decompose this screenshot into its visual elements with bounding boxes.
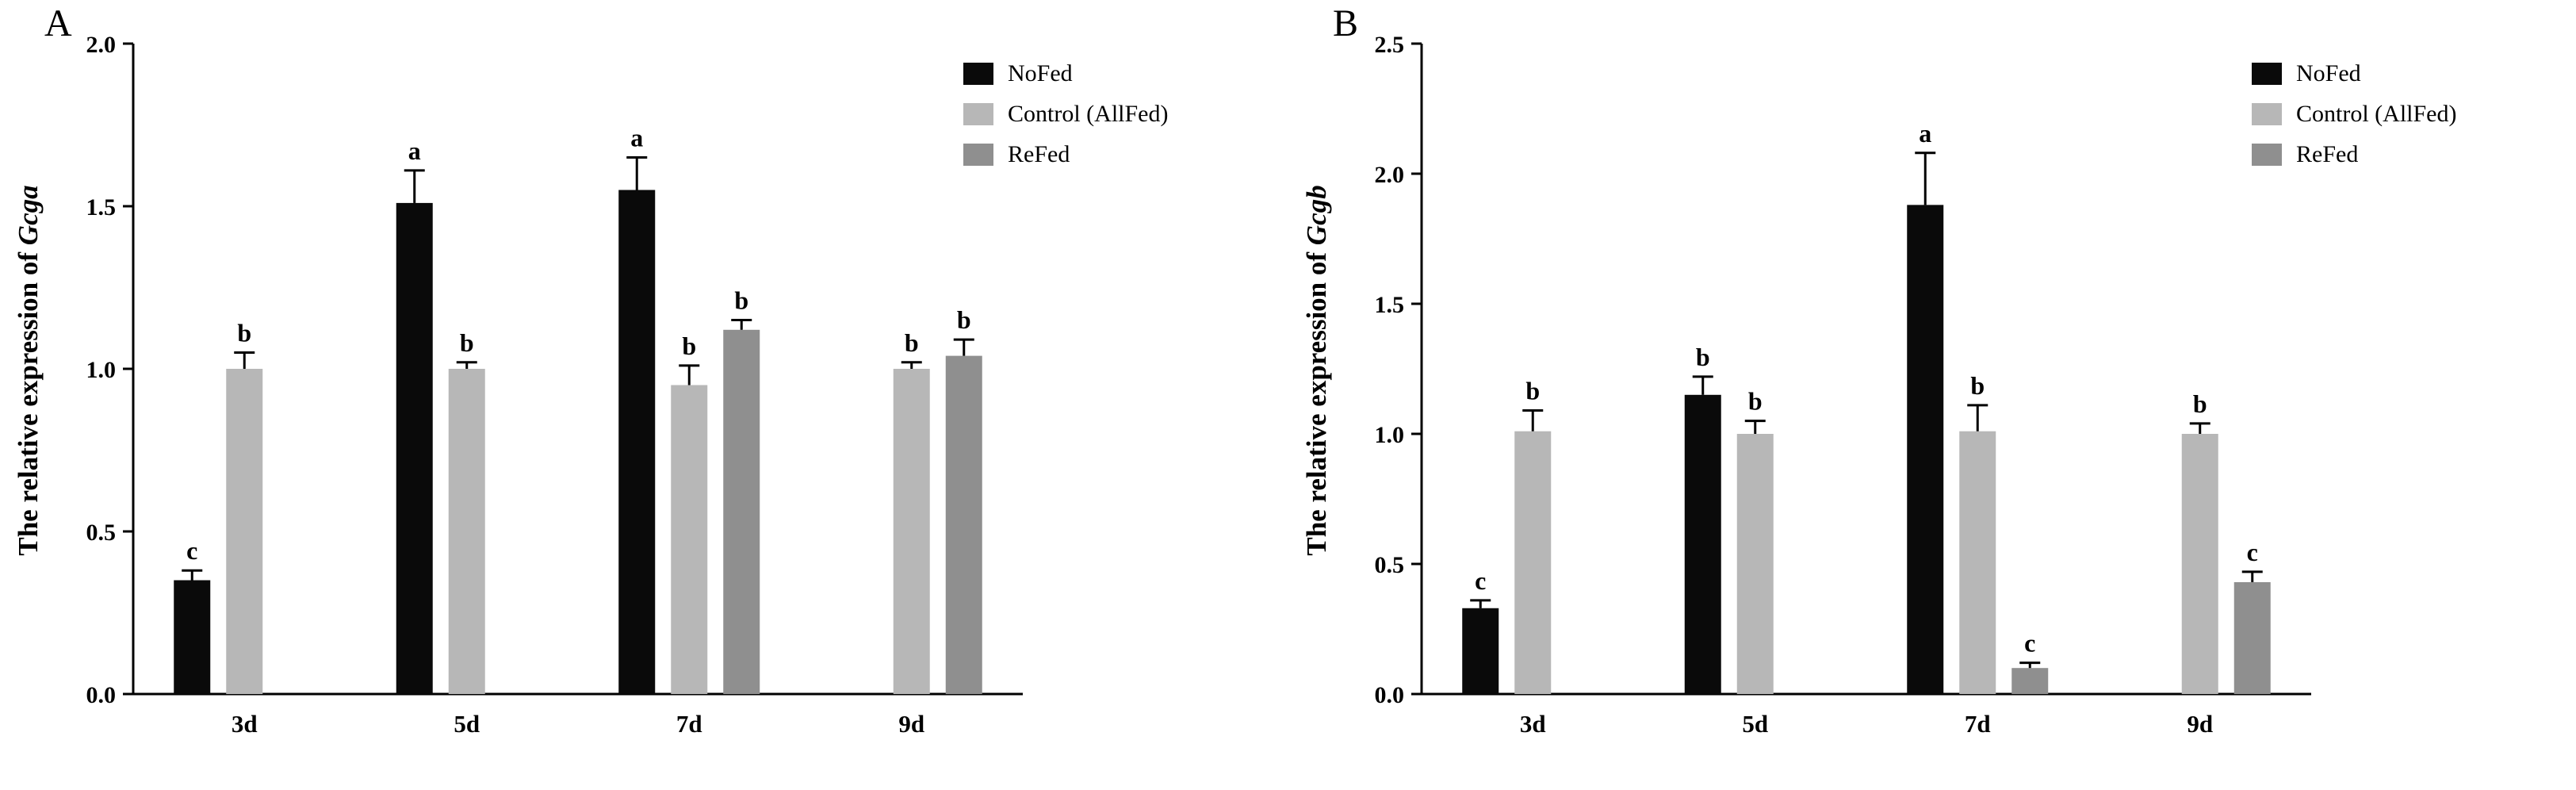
y-tick-label: 1.5 (1375, 292, 1405, 318)
legend-swatch-control (963, 103, 993, 125)
y-tick-label: 2.5 (1375, 32, 1405, 58)
legend-a: NoFed Control (AllFed) ReFed (963, 60, 1169, 182)
bar-control-allfed-7d (671, 385, 708, 694)
bar-nofed-7d (1907, 205, 1944, 694)
significance-letter: c (1475, 566, 1486, 595)
significance-letter: b (957, 305, 971, 334)
legend-item-control: Control (AllFed) (963, 101, 1169, 128)
legend-item-nofed: NoFed (963, 60, 1169, 87)
panel-b: B The relative expression of Gcgb 0.0 0.5… (1288, 0, 2576, 790)
significance-letter: b (1525, 376, 1540, 405)
legend-label-refed: ReFed (1008, 141, 1070, 167)
plot-area-a: 0.0 0.5 1.0 1.5 2.0 3d c b 5d a b 7d a b b 9d b b (86, 32, 1023, 738)
bar-control-allfed-9d (893, 369, 930, 694)
legend-label-nofed: NoFed (1008, 60, 1073, 86)
x-category-label: 5d (1742, 710, 1768, 738)
bar-control-allfed-3d (1514, 431, 1552, 694)
significance-letter: b (1970, 371, 1985, 400)
y-tick-label: 1.0 (1375, 422, 1405, 448)
bar-control-allfed-5d (1736, 434, 1774, 694)
bar-nofed-5d (396, 202, 433, 694)
bar-nofed-7d (618, 190, 656, 694)
y-tick-label: 0.5 (86, 520, 117, 546)
significance-letter: b (1696, 343, 1710, 371)
bar-control-allfed-7d (1959, 431, 1996, 694)
bar-refed-7d (2011, 668, 2049, 694)
x-category-label: 3d (232, 710, 258, 738)
legend-item-control: Control (AllFed) (2252, 101, 2457, 128)
legend-item-refed: ReFed (963, 141, 1169, 168)
legend-swatch-nofed (2252, 63, 2282, 85)
y-tick-label: 1.5 (86, 194, 117, 221)
bar-refed-9d (945, 355, 982, 694)
y-tick-label: 0.0 (1375, 682, 1405, 708)
x-category-label: 9d (898, 710, 924, 738)
significance-letter: a (630, 124, 643, 152)
y-tick-label: 0.0 (86, 682, 117, 708)
significance-letter: b (734, 286, 748, 315)
significance-letter: b (2193, 389, 2207, 418)
y-tick-label: 2.0 (1375, 162, 1405, 188)
x-category-label: 5d (454, 710, 480, 738)
y-tick-label: 1.0 (86, 357, 117, 383)
bar-nofed-5d (1684, 394, 1721, 694)
x-category-label: 3d (1520, 710, 1546, 738)
legend-swatch-refed (963, 144, 993, 166)
legend-label-control: Control (AllFed) (1008, 101, 1169, 127)
bar-control-allfed-3d (226, 369, 263, 694)
significance-letter: b (1748, 387, 1763, 416)
legend-item-nofed: NoFed (2252, 60, 2457, 87)
y-tick-label: 0.5 (1375, 552, 1405, 578)
significance-letter: b (682, 332, 696, 360)
bar-control-allfed-9d (2181, 434, 2218, 694)
chart-svg: 0.0 0.5 1.0 1.5 2.0 2.5 3d c b 5d b b 7d a b c 9d b c (1375, 32, 2311, 738)
legend-item-refed: ReFed (2252, 141, 2457, 168)
legend-swatch-refed (2252, 144, 2282, 166)
significance-letter: c (2247, 538, 2258, 566)
significance-letter: a (408, 136, 421, 165)
significance-letter: b (905, 328, 919, 357)
panel-label-b: B (1333, 2, 1359, 44)
significance-letter: c (2024, 629, 2035, 658)
x-category-label: 7d (676, 710, 702, 738)
x-category-label: 9d (2187, 710, 2213, 738)
panel-a: A The relative expression of Gcga 0.0 0.5… (13, 2, 1169, 738)
y-tick-label: 2.0 (86, 32, 117, 58)
significance-letter: b (460, 328, 474, 357)
significance-letter: a (1919, 119, 1931, 148)
significance-letter: b (237, 319, 251, 347)
chart-svg: 0.0 0.5 1.0 1.5 2.0 3d c b 5d a b 7d a b b 9d b b (86, 32, 1023, 738)
x-category-label: 7d (1965, 710, 1991, 738)
legend-swatch-control (2252, 103, 2282, 125)
bar-refed-9d (2233, 581, 2271, 694)
legend-b: NoFed Control (AllFed) ReFed (2252, 60, 2457, 182)
bar-refed-7d (723, 329, 760, 694)
plot-area-b: 0.0 0.5 1.0 1.5 2.0 2.5 3d c b 5d b b 7d a b c 9d b c (1288, 0, 2576, 790)
legend-swatch-nofed (963, 63, 993, 85)
significance-letter: c (186, 536, 197, 565)
legend-label-refed: ReFed (2296, 141, 2359, 167)
bar-nofed-3d (1462, 608, 1499, 694)
panel-label-a: A (44, 2, 72, 44)
legend-label-nofed: NoFed (2296, 60, 2361, 86)
bar-control-allfed-5d (448, 369, 485, 694)
legend-label-control: Control (AllFed) (2296, 101, 2457, 127)
bar-nofed-3d (174, 580, 211, 694)
